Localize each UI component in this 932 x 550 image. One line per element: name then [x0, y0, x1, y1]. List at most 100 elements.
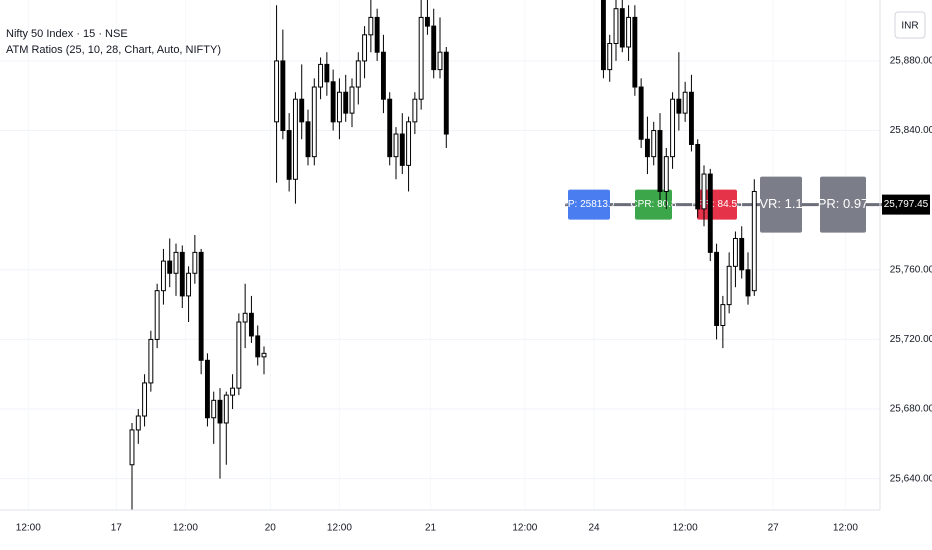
candle-body — [399, 133, 405, 166]
candle-body — [292, 98, 298, 180]
candle-body — [745, 269, 751, 297]
candle-body — [204, 359, 210, 419]
candle-body — [242, 312, 248, 323]
candle-body — [632, 16, 638, 88]
candle-body — [418, 16, 424, 100]
candle-body — [318, 63, 324, 88]
candle-body — [179, 251, 185, 297]
last-price-label: 25,797.45 — [884, 199, 929, 210]
candle-body — [280, 60, 286, 132]
x-tick-label: 12:00 — [16, 523, 41, 534]
candle-body — [236, 321, 242, 389]
candle-body — [299, 98, 305, 123]
candle-body — [695, 143, 701, 210]
last-price-box — [882, 194, 930, 215]
candle-body — [638, 86, 644, 140]
indicator-box — [760, 176, 802, 233]
candle-body — [135, 415, 141, 431]
candle-body — [437, 51, 443, 71]
x-tick-label: 24 — [588, 523, 600, 534]
candle-body — [192, 251, 198, 274]
x-tick-label: 27 — [768, 523, 780, 534]
candle-body — [714, 251, 720, 326]
candle-body — [613, 8, 619, 45]
y-tick-label: 25,680.00 — [890, 404, 932, 415]
candle-body — [607, 43, 613, 71]
candle-body — [355, 60, 361, 88]
candle-body — [286, 130, 292, 180]
y-tick-label: 25,760.00 — [890, 264, 932, 275]
candle-body — [443, 51, 449, 135]
candle-body — [167, 260, 173, 274]
y-tick-label: 25,720.00 — [890, 334, 932, 345]
candle-body — [412, 98, 418, 123]
candle-body — [230, 387, 236, 396]
candle-body — [651, 130, 657, 158]
candle-body — [626, 16, 632, 48]
x-tick-label: 12:00 — [833, 523, 858, 534]
x-tick-label: 12:00 — [173, 523, 198, 534]
candle-body — [644, 138, 650, 158]
candle-body — [732, 237, 738, 267]
candle-body — [374, 16, 380, 53]
candle-body — [380, 51, 386, 100]
currency-box[interactable] — [894, 11, 926, 39]
candle-body — [223, 394, 229, 424]
candle-body — [186, 272, 192, 297]
candle-body — [324, 63, 330, 83]
x-tick-label: 12:00 — [673, 523, 698, 534]
candle-body — [676, 98, 682, 114]
candle-body — [368, 16, 374, 36]
indicator-label: FP: 25813.7 — [562, 199, 617, 210]
candle-body — [663, 156, 669, 192]
indicator-box — [568, 189, 610, 220]
candle-body — [148, 338, 154, 384]
x-tick-label: 21 — [425, 523, 437, 534]
candle-body — [619, 8, 625, 48]
x-tick-label: 20 — [265, 523, 277, 534]
candle-body — [198, 251, 204, 361]
candle-body — [173, 251, 179, 274]
candle-body — [160, 260, 166, 292]
candle-body — [255, 335, 261, 358]
indicator-label: VR: 1.1 — [759, 196, 802, 211]
indicator-label: CPR: 80.8 — [630, 199, 677, 210]
candle-body — [343, 91, 349, 114]
candle-body — [424, 16, 430, 27]
candle-body — [274, 60, 280, 123]
candle-body — [670, 98, 676, 158]
candle-body — [406, 121, 412, 166]
indicator-box — [820, 176, 866, 233]
candle-body — [362, 34, 368, 62]
y-tick-label: 25,640.00 — [890, 473, 932, 484]
candle-body — [707, 173, 713, 253]
candle-body — [387, 98, 393, 158]
x-tick-label: 12:00 — [327, 523, 352, 534]
y-tick-label: 25,880.00 — [890, 56, 932, 67]
candle-body — [142, 382, 148, 417]
indicator-label: PPR: 84.55 — [691, 199, 743, 210]
candle-body — [129, 429, 135, 466]
candle-body — [657, 130, 663, 192]
candle-body — [248, 312, 254, 337]
candle-body — [688, 91, 694, 145]
candle-body — [701, 173, 707, 210]
candle-body — [330, 81, 336, 123]
candle-body — [682, 91, 688, 114]
candle-body — [211, 399, 217, 419]
candle-body — [311, 86, 317, 158]
candle-body — [349, 86, 355, 114]
x-tick-label: 12:00 — [512, 523, 537, 534]
candle-body — [305, 121, 311, 158]
y-tick-label: 25,840.00 — [890, 125, 932, 136]
candle-body — [431, 25, 437, 71]
x-tick-label: 17 — [111, 523, 123, 534]
candle-body — [261, 352, 267, 358]
indicator-box — [635, 189, 672, 220]
candle-body — [751, 190, 757, 292]
indicator-box — [697, 189, 737, 220]
candle-body — [720, 304, 726, 326]
candle-body — [600, 0, 606, 71]
